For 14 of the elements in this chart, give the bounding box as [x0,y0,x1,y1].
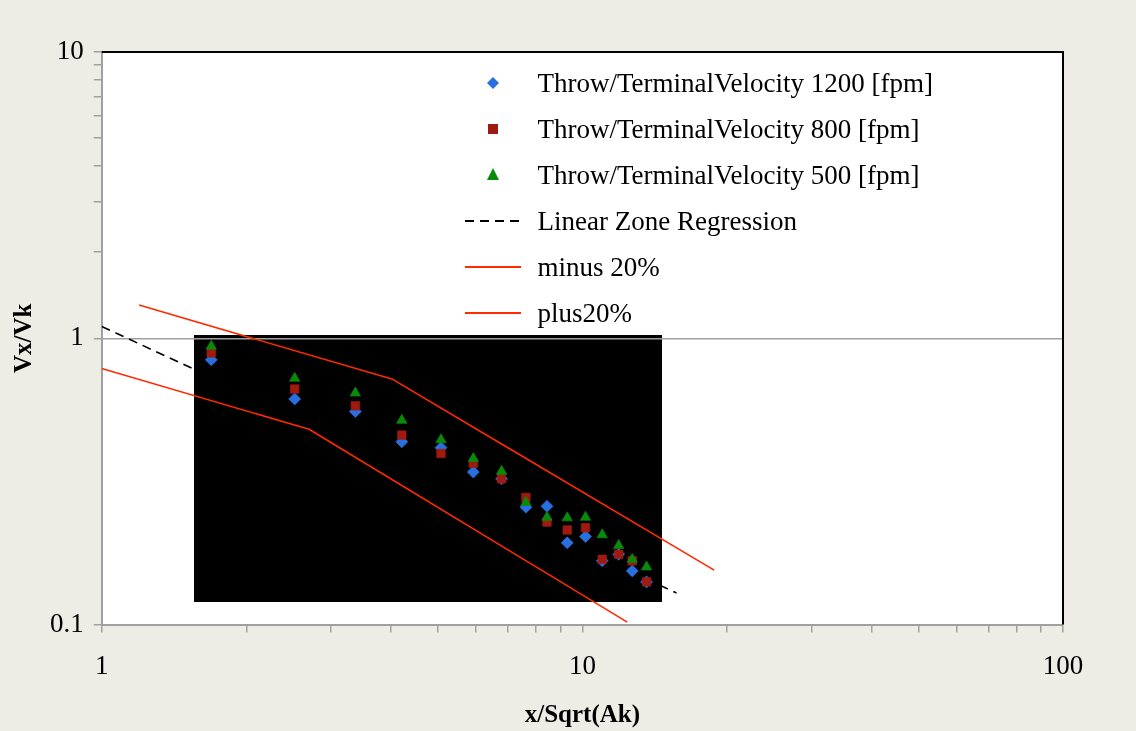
x-tick-label: 1 [95,649,109,680]
y-tick-label: 0.1 [50,607,84,638]
y-tick-label: 10 [56,35,84,66]
legend-label: plus20% [537,297,632,330]
x-axis-title: x/Sqrt(Ak) [524,700,641,729]
y-tick-label: 1 [70,321,84,352]
legend-label: minus 20% [537,251,660,284]
x-tick-label: 100 [1042,649,1084,680]
x-tick-label: 10 [568,649,596,680]
legend-label: Linear Zone Regression [537,205,797,238]
legend-label: Throw/TerminalVelocity 500 [fpm] [537,159,920,192]
legend-label: Throw/TerminalVelocity 1200 [fpm] [537,67,933,100]
y-axis-title: Vx/Vk [9,303,37,374]
legend-label: Throw/TerminalVelocity 800 [fpm] [537,113,920,146]
